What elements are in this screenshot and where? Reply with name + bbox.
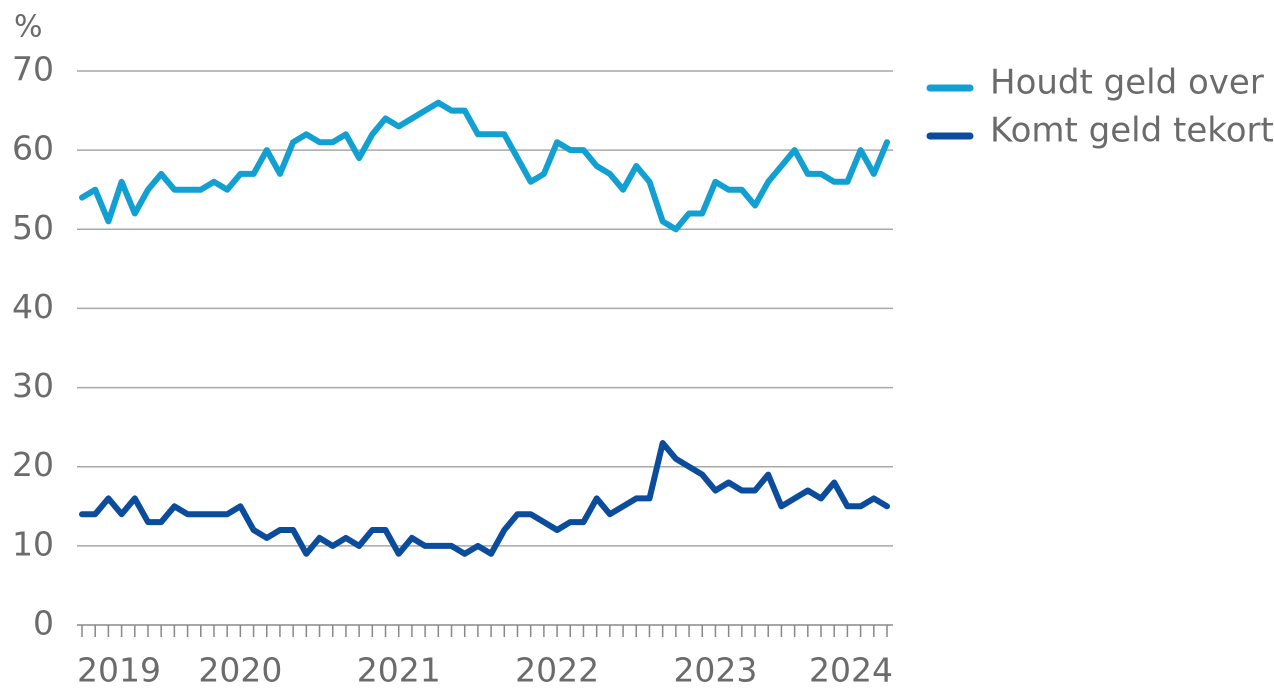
x-tick-label: 2021 [357, 651, 441, 690]
legend-label: Houdt geld over [990, 63, 1264, 103]
x-tick-label: 2020 [198, 651, 282, 690]
y-tick-label: 70 [12, 50, 54, 89]
y-tick-label: 30 [12, 366, 54, 405]
y-tick-label: 50 [12, 208, 54, 247]
y-tick-label: 60 [12, 129, 54, 168]
x-tick-label: 2022 [515, 651, 599, 690]
y-axis-label: % [14, 10, 43, 45]
y-tick-label: 20 [12, 445, 54, 484]
x-tick-label: 2024 [809, 651, 893, 690]
legend-label: Komt geld tekort [990, 111, 1274, 151]
x-tick-label: 2023 [673, 651, 757, 690]
line-series [79, 440, 890, 557]
line-series [79, 99, 890, 233]
x-tick-label: 2019 [77, 651, 161, 690]
y-tick-label: 0 [33, 604, 54, 643]
y-tick-label: 40 [12, 287, 54, 326]
y-tick-label: 10 [12, 524, 54, 563]
